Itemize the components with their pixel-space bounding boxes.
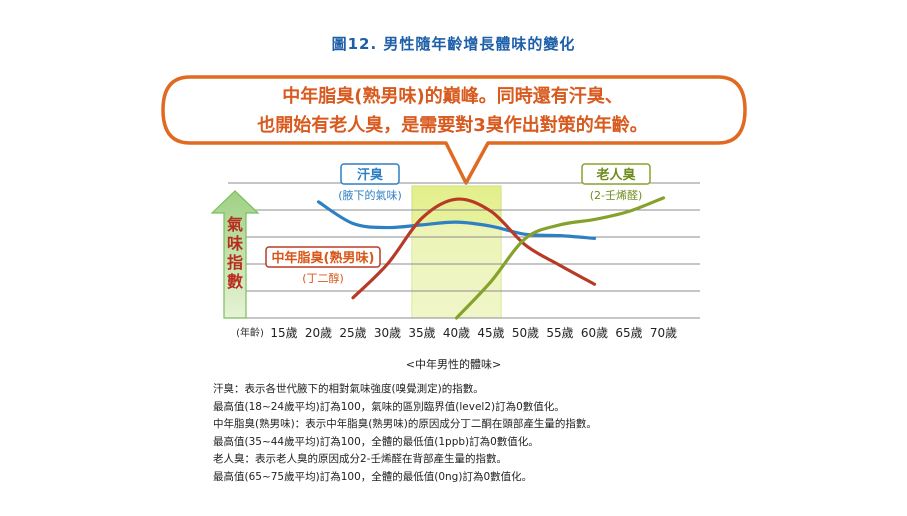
callout-bubble	[161, 75, 747, 185]
x-tick-label: 50歲	[512, 326, 539, 340]
x-tick-label: 40歲	[443, 326, 470, 340]
x-tick-label: 65歲	[615, 326, 642, 340]
callout-text: 中年脂臭(熟男味)的巔峰。同時還有汗臭、 也開始有老人臭，是需要對3臭作出對策的…	[165, 82, 740, 140]
x-tick-label: 55歲	[546, 326, 573, 340]
notes-block: 汗臭：表示各世代腋下的相對氣味強度(嗅覺測定)的指數。 最高值(18~24歲平均…	[213, 381, 597, 486]
sweat-legend-sublabel: (腋下的氣味)	[338, 188, 402, 202]
x-tick-label: 45歲	[477, 326, 504, 340]
note-line: 汗臭：表示各世代腋下的相對氣味強度(嗅覺測定)的指數。	[213, 383, 484, 395]
note-line: 最高值(65~75歲平均)訂為100，全體的最低值(0ng)訂為0數值化。	[213, 470, 533, 483]
sweat-legend-box	[340, 163, 400, 185]
x-tick-label: 20歲	[305, 326, 332, 340]
callout-line-1: 中年脂臭(熟男味)的巔峰。同時還有汗臭、	[282, 86, 623, 107]
aging-odor-line	[454, 196, 666, 320]
note-line: 中年脂臭(熟男味)：表示中年脂臭(熟男味)的原因成分丁二酮在頭部產生量的指數。	[213, 418, 597, 430]
x-tick-label: 70歲	[650, 326, 677, 340]
middle-age-legend-label: 中年脂臭(熟男味)	[272, 250, 375, 266]
note-line: 老人臭：表示老人臭的原因成分2-壬烯醛在背部產生量的指數。	[213, 453, 507, 465]
sweat-legend-label: 汗臭	[357, 167, 383, 183]
x-tick-label: 60歲	[581, 326, 608, 340]
note-line: 最高值(18~24歲平均)訂為100，氣味的區別臨界值(level2)訂為0數值…	[213, 400, 565, 413]
x-tick-label: 35歲	[408, 326, 435, 340]
highlight-band-lower	[412, 224, 501, 318]
middle-age-legend-sublabel: (丁二醇)	[302, 271, 344, 285]
figure-title: 圖12. 男性隨年齡增長體味的變化	[331, 35, 576, 53]
chart-caption: <中年男性的體味>	[405, 358, 502, 371]
x-axis-label: (年齡)	[236, 326, 264, 339]
aging-legend-label: 老人臭	[595, 167, 635, 183]
x-tick-label: 15歲	[270, 326, 297, 340]
y-axis-label: 氣味指數	[227, 215, 243, 291]
aging-legend-box	[581, 163, 651, 185]
aging-legend-sublabel: (2-壬烯醛)	[590, 188, 643, 202]
middle-age-odor-line	[351, 197, 597, 300]
y-axis-arrow	[210, 190, 260, 319]
sweat-odor-line	[316, 200, 597, 240]
callout-line-2: 也開始有老人臭，是需要對3臭作出對策的年齡。	[257, 115, 648, 136]
middle-age-legend-box	[265, 246, 381, 268]
age-odor-chart: 氣味指數 汗臭 (腋下的氣味) 中年脂臭(熟男味) (丁二醇) 老人臭 (2-壬烯醛) (…	[210, 163, 700, 340]
note-line: 最高值(35~44歲平均)訂為100，全體的最低值(1ppb)訂為0數值化。	[213, 435, 539, 448]
x-tick-label: 25歲	[339, 326, 366, 340]
callout-bubble-shape	[161, 75, 747, 185]
x-tick-label: 30歲	[374, 326, 401, 340]
